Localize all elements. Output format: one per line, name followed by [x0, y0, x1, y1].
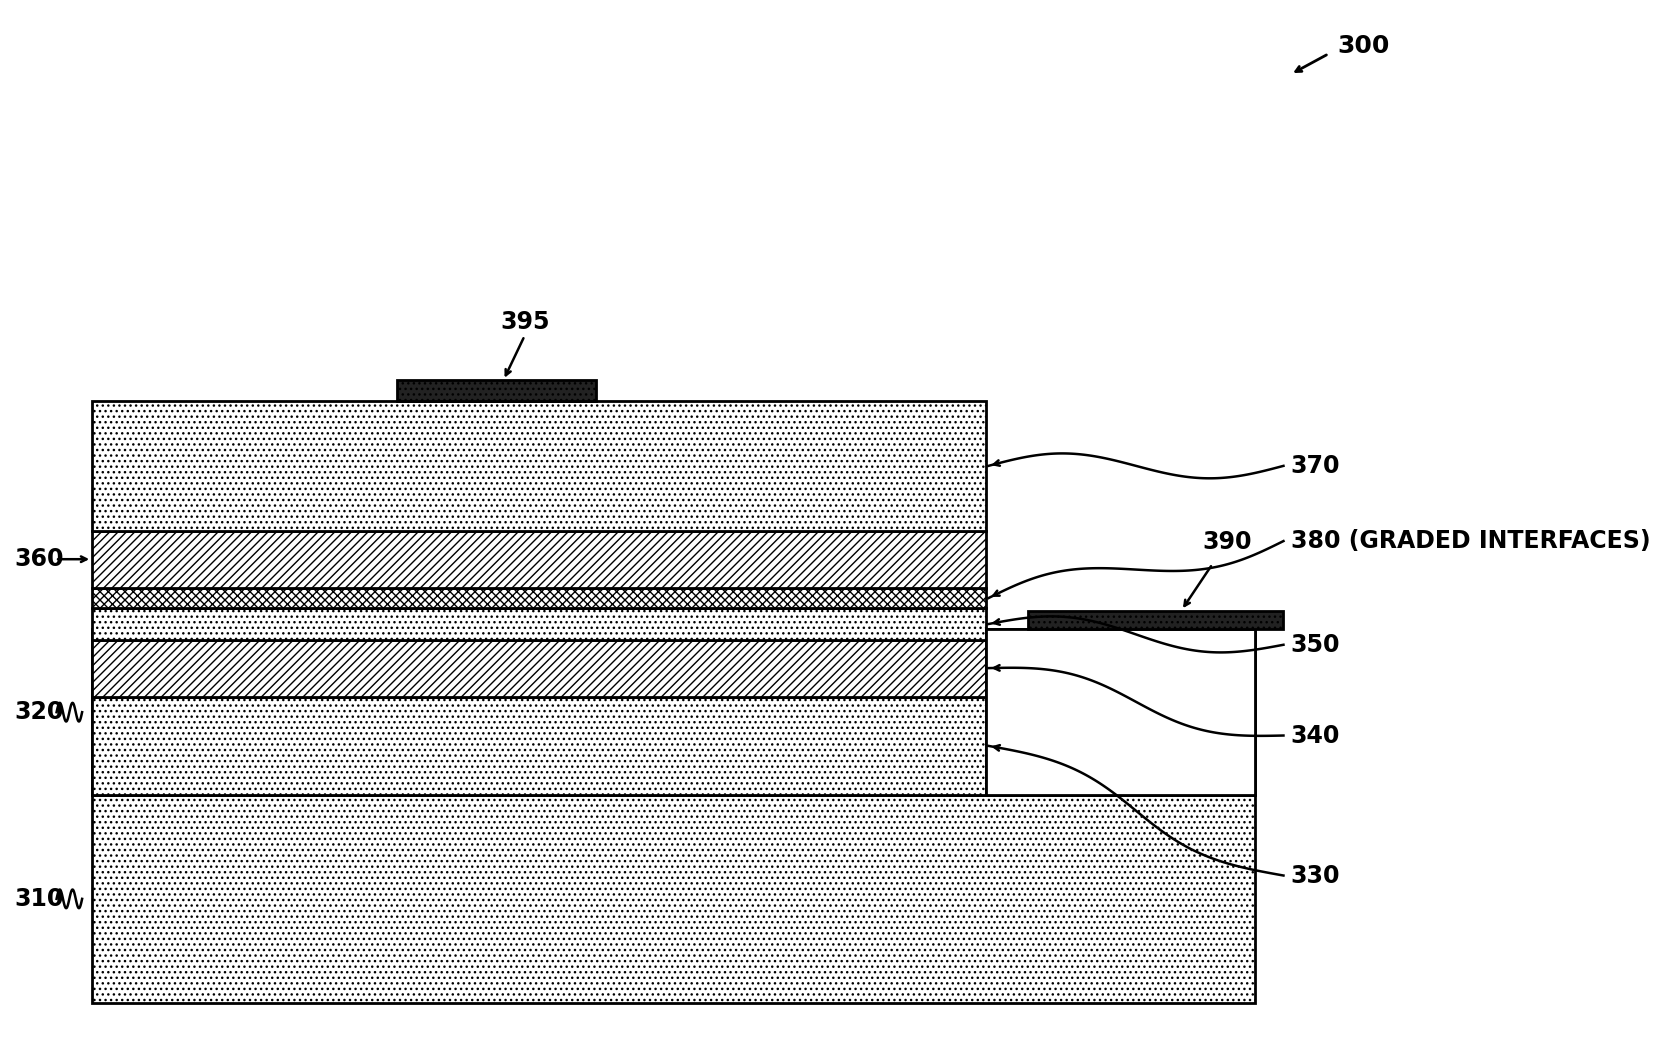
Text: 310: 310 — [13, 887, 63, 911]
Bar — [92, 796, 1255, 1003]
Bar — [986, 630, 1255, 796]
Text: 340: 340 — [1290, 723, 1340, 747]
Text: 360: 360 — [13, 548, 63, 571]
Bar — [92, 640, 986, 697]
Text: 330: 330 — [1290, 864, 1340, 887]
Text: 300: 300 — [1337, 35, 1390, 59]
Text: 395: 395 — [501, 310, 549, 333]
Bar — [92, 588, 986, 609]
Text: 320: 320 — [13, 700, 63, 724]
Bar — [92, 609, 986, 640]
Bar — [397, 380, 596, 401]
Bar — [92, 531, 986, 588]
Bar — [92, 401, 986, 531]
Text: 350: 350 — [1290, 633, 1340, 657]
Bar — [1028, 611, 1283, 630]
Text: 390: 390 — [1202, 530, 1252, 554]
Bar — [92, 697, 986, 796]
Text: 380 (GRADED INTERFACES): 380 (GRADED INTERFACES) — [1290, 529, 1651, 553]
Bar — [92, 630, 1255, 796]
Text: 370: 370 — [1290, 454, 1340, 478]
